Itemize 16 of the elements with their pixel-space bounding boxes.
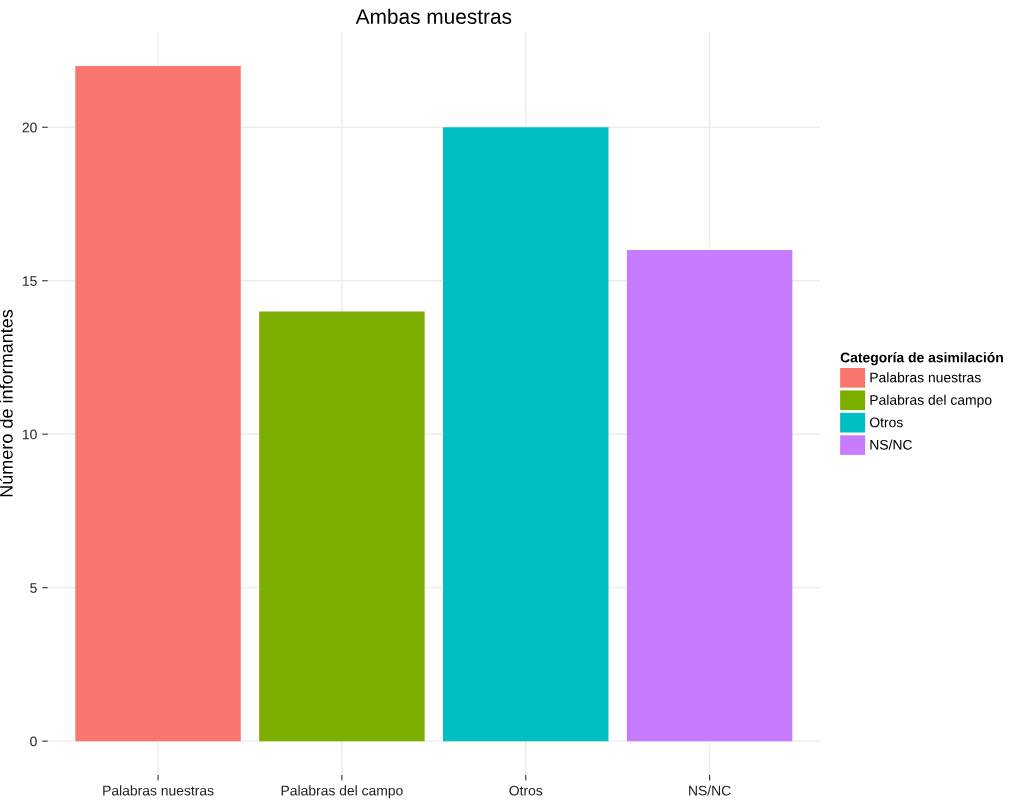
x-tick-label: Otros: [509, 785, 543, 796]
x-tick-label: Palabras del campo: [281, 785, 403, 799]
x-tick-label: NS/NC: [689, 785, 731, 796]
y-tick-label: 10: [22, 429, 37, 440]
x-tick-label: Palabras nuestras: [103, 785, 214, 796]
y-tick-label: 0: [30, 736, 37, 747]
y-tick-label: 5: [30, 583, 37, 593]
legend-label: Palabras del campo: [870, 394, 992, 408]
y-tick-label: 15: [22, 276, 37, 286]
legend-label: NS/NC: [870, 439, 912, 450]
y-tick-label: 20: [22, 122, 37, 133]
legend-label: Palabras nuestras: [870, 372, 981, 383]
y-axis-title: Número de informantes: [0, 309, 13, 497]
legend-label: Otros: [869, 417, 903, 428]
chart-title: Ambas muestras: [355, 8, 512, 24]
legend-title: Categoría de asimilación: [840, 352, 1003, 366]
